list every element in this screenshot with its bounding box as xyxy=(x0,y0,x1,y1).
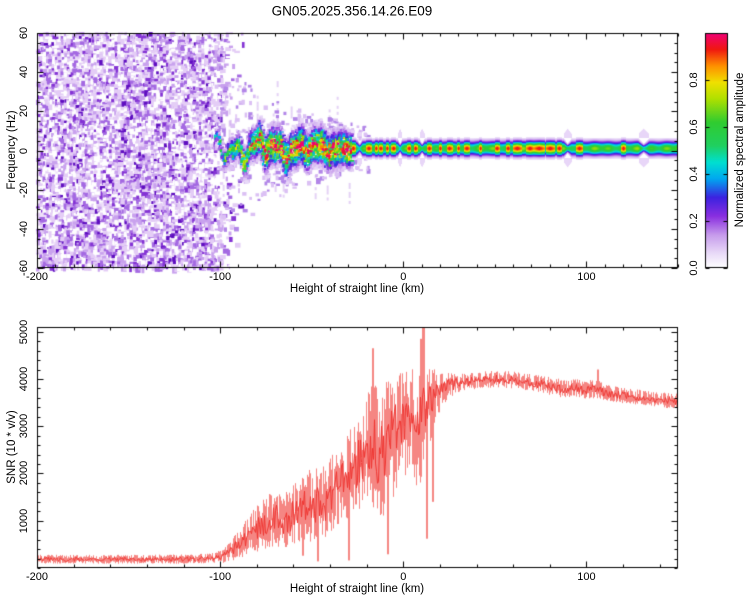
colorbar-tick-label: 0.2 xyxy=(688,213,700,229)
chart-title: GN05.2025.356.14.26.E09 xyxy=(271,3,433,19)
snr-y-axis-title: SNR (10 * v/v) xyxy=(6,410,18,484)
colorbar-tick-label: 0.0 xyxy=(688,260,700,276)
colorbar-tick-label: 0.8 xyxy=(688,72,700,88)
spectrogram-y-tick-label: -20 xyxy=(18,181,30,198)
snr-x-tick-label: -200 xyxy=(25,571,49,583)
spectrogram-x-tick-label: -200 xyxy=(25,271,49,283)
spectrogram-y-tick-label: 40 xyxy=(18,66,30,79)
snr-x-axis-title: Height of straight line (km) xyxy=(289,583,425,595)
snr-y-tick-label: 4000 xyxy=(18,366,30,392)
spectrogram-y-tick-label: 60 xyxy=(18,26,30,40)
spectrogram-x-tick-label: -100 xyxy=(209,271,232,283)
snr-x-tick-label: 0 xyxy=(400,571,407,583)
spectrogram-x-axis-title: Height of straight line (km) xyxy=(289,283,425,295)
snr-y-tick-label: 1000 xyxy=(18,508,30,533)
snr-y-tick-label: 2000 xyxy=(18,461,30,486)
spectrogram-x-tick-label: 0 xyxy=(400,271,407,283)
snr-x-tick-label: -100 xyxy=(209,571,232,583)
spectrogram-y-tick-label: -40 xyxy=(18,220,30,237)
snr-x-tick-label: 100 xyxy=(577,571,596,583)
colorbar-tick-label: 0.4 xyxy=(688,166,700,182)
spectrogram-y-tick-label: 20 xyxy=(18,105,30,118)
snr-y-tick-label: 5000 xyxy=(18,319,30,344)
colorbar-title: Normalized spectral amplitude xyxy=(734,72,746,228)
spectrogram-y-tick-label: -60 xyxy=(18,260,30,276)
spectrogram-y-axis-title: Frequency (Hz) xyxy=(6,110,18,190)
spectrogram-y-tick-label: 0 xyxy=(18,147,30,154)
colorbar-tick-label: 0.6 xyxy=(688,119,700,135)
snr-y-tick-label: 3000 xyxy=(18,413,30,439)
spectrogram-x-tick-label: 100 xyxy=(577,271,596,283)
